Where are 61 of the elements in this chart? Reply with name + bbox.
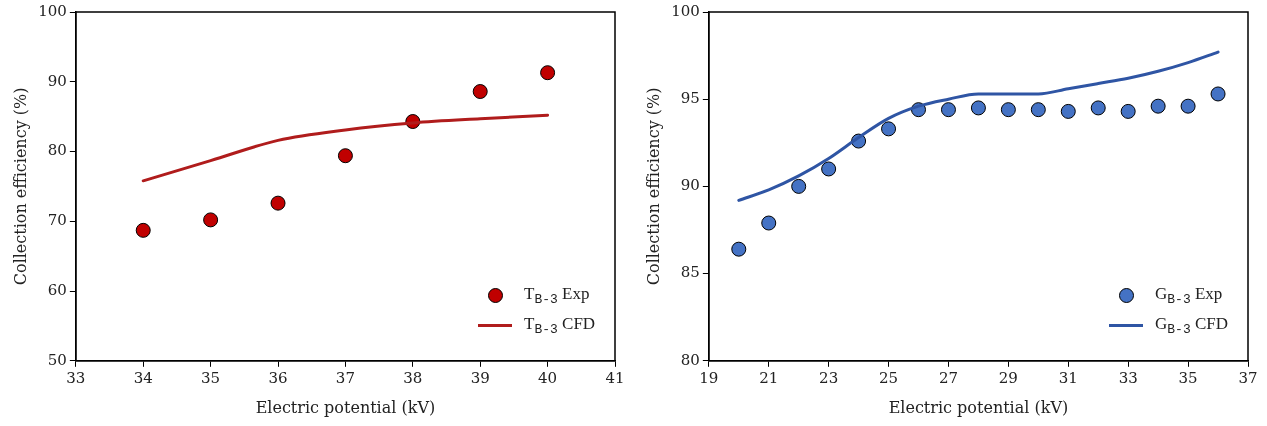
x-tick-label: 25 xyxy=(879,368,899,387)
point xyxy=(940,102,956,118)
y-tick-label: 100 xyxy=(38,1,67,20)
point xyxy=(1000,102,1016,118)
point xyxy=(1060,103,1076,119)
point xyxy=(203,212,219,228)
point xyxy=(135,222,151,238)
point xyxy=(821,161,837,177)
x-tick-label: 34 xyxy=(133,368,153,387)
line-series xyxy=(737,50,1220,202)
point xyxy=(337,148,353,164)
y-tick-label: 60 xyxy=(47,280,67,299)
point xyxy=(791,178,807,194)
point xyxy=(270,195,286,211)
point xyxy=(1030,102,1046,118)
point xyxy=(1180,98,1196,114)
x-tick-label: 19 xyxy=(699,368,719,387)
x-tick-label: 29 xyxy=(998,368,1018,387)
y-tick-label: 80 xyxy=(680,350,700,369)
x-tick-label: 35 xyxy=(1178,368,1198,387)
x-tick-label: 37 xyxy=(1238,368,1258,387)
x-tick-label: 36 xyxy=(268,368,288,387)
point xyxy=(731,241,747,257)
point xyxy=(540,65,556,81)
x-tick-label: 40 xyxy=(538,368,558,387)
x-tick-label: 37 xyxy=(335,368,355,387)
x-tick-label: 33 xyxy=(66,368,86,387)
x-tick-label: 41 xyxy=(605,368,625,387)
y-axis-title: Collection efficiency (%) xyxy=(643,87,663,286)
point xyxy=(472,84,488,100)
point xyxy=(1150,98,1166,114)
y-axis-title: Collection efficiency (%) xyxy=(10,87,30,286)
x-tick-label: 35 xyxy=(201,368,221,387)
legend-label: T$_{B-3}$ Exp xyxy=(524,284,590,308)
point xyxy=(970,100,986,116)
legend-label: G$_{B-3}$ Exp xyxy=(1155,284,1223,308)
x-axis-title: Electric potential (kV) xyxy=(888,397,1069,417)
y-tick-label: 95 xyxy=(680,89,700,108)
y-tick-label: 70 xyxy=(47,211,67,230)
point xyxy=(1120,103,1136,119)
y-tick-label: 100 xyxy=(671,1,700,20)
x-tick-label: 39 xyxy=(470,368,490,387)
x-axis-title: Electric potential (kV) xyxy=(255,397,436,417)
y-tick-label: 90 xyxy=(47,71,67,90)
y-tick-label: 90 xyxy=(680,176,700,195)
legend-label: G$_{B-3}$ CFD xyxy=(1155,314,1229,338)
point xyxy=(1210,86,1226,102)
line-series xyxy=(141,113,550,183)
point xyxy=(881,121,897,137)
y-tick-label: 80 xyxy=(47,141,67,160)
x-tick-label: 33 xyxy=(1118,368,1138,387)
y-tick-label: 50 xyxy=(47,350,67,369)
x-tick-label: 31 xyxy=(1058,368,1078,387)
x-tick-label: 38 xyxy=(403,368,423,387)
x-tick-label: 27 xyxy=(938,368,959,387)
point xyxy=(1090,100,1106,116)
point xyxy=(761,215,777,231)
y-tick-label: 85 xyxy=(680,263,700,282)
x-tick-label: 23 xyxy=(819,368,839,387)
legend-label: T$_{B-3}$ CFD xyxy=(524,314,596,338)
x-tick-label: 21 xyxy=(759,368,779,387)
